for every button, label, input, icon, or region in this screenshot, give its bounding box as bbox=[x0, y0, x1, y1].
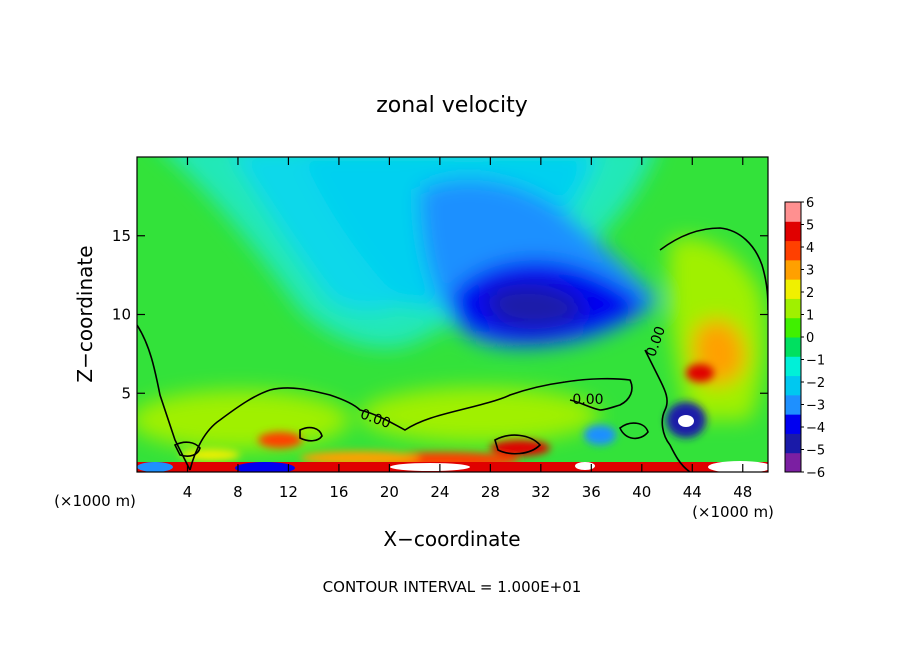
y-tick-label: 15 bbox=[112, 227, 131, 245]
x-tick-label: 28 bbox=[481, 483, 500, 501]
colorbar-swatch bbox=[785, 337, 801, 357]
colorbar-label: −1 bbox=[806, 354, 825, 369]
x-tick-label: 24 bbox=[430, 483, 449, 501]
colorbar-label: −4 bbox=[806, 421, 825, 436]
x-tick-label: 48 bbox=[733, 483, 752, 501]
x-tick-label: 44 bbox=[683, 483, 702, 501]
y-tick-label: 5 bbox=[121, 384, 131, 402]
colorbar-swatch bbox=[785, 298, 801, 319]
colorbar-swatch bbox=[785, 240, 801, 261]
heatmap-field bbox=[137, 157, 768, 472]
x-tick-label: 12 bbox=[279, 483, 298, 501]
x-axis-label: X−coordinate bbox=[383, 527, 520, 551]
colorbar-label: −6 bbox=[806, 466, 825, 481]
colorbar-label: 3 bbox=[806, 264, 814, 279]
x-tick-label: 20 bbox=[380, 483, 399, 501]
colorbar-label: 4 bbox=[806, 241, 814, 256]
x-unit-label-right: (×1000 m) bbox=[692, 503, 774, 521]
colorbar-swatch bbox=[785, 221, 801, 242]
x-tick-label: 40 bbox=[632, 483, 651, 501]
contour-label: 0.00 bbox=[572, 392, 603, 408]
colorbar-swatch bbox=[785, 317, 801, 338]
x-unit-label: (×1000 m) bbox=[54, 492, 136, 510]
colorbar-swatch bbox=[785, 356, 801, 377]
colorbar-label: 1 bbox=[806, 309, 814, 324]
x-tick-label: 32 bbox=[531, 483, 550, 501]
colorbar-swatch bbox=[785, 202, 801, 222]
y-axis: 5 10 15 bbox=[112, 227, 768, 402]
colorbar-swatch bbox=[785, 259, 801, 280]
chart-title: zonal velocity bbox=[376, 93, 528, 118]
x-tick-label: 16 bbox=[329, 483, 348, 501]
colorbar-label: −5 bbox=[806, 444, 825, 459]
x-tick-label: 4 bbox=[183, 483, 193, 501]
colorbar-swatch bbox=[785, 433, 801, 454]
zero-contours bbox=[137, 227, 768, 472]
colorbar-swatch bbox=[785, 279, 801, 299]
y-axis-label: Z−coordinate bbox=[73, 245, 97, 382]
colorbar-swatch bbox=[785, 375, 801, 396]
colorbar-label: −3 bbox=[806, 399, 825, 414]
x-tick-label: 8 bbox=[233, 483, 243, 501]
y-tick-label: 10 bbox=[112, 306, 131, 324]
contour-interval-note: CONTOUR INTERVAL = 1.000E+01 bbox=[323, 578, 582, 596]
colorbar-label: 6 bbox=[806, 196, 814, 211]
x-axis: 4 8 12 16 20 24 28 32 36 40 44 48 bbox=[183, 157, 752, 501]
x-tick-label: 36 bbox=[582, 483, 601, 501]
colorbar-label: −2 bbox=[806, 376, 825, 391]
colorbar-label: 2 bbox=[806, 286, 814, 301]
colorbar-swatch bbox=[785, 394, 801, 415]
colorbar: 6 5 4 3 2 1 0 −1 −2 −3 −4 −5 −6 bbox=[784, 196, 825, 481]
colorbar-label: 5 bbox=[806, 219, 814, 234]
colorbar-swatch bbox=[785, 452, 801, 473]
colorbar-label: 0 bbox=[806, 331, 814, 346]
colorbar-swatch bbox=[785, 414, 801, 434]
